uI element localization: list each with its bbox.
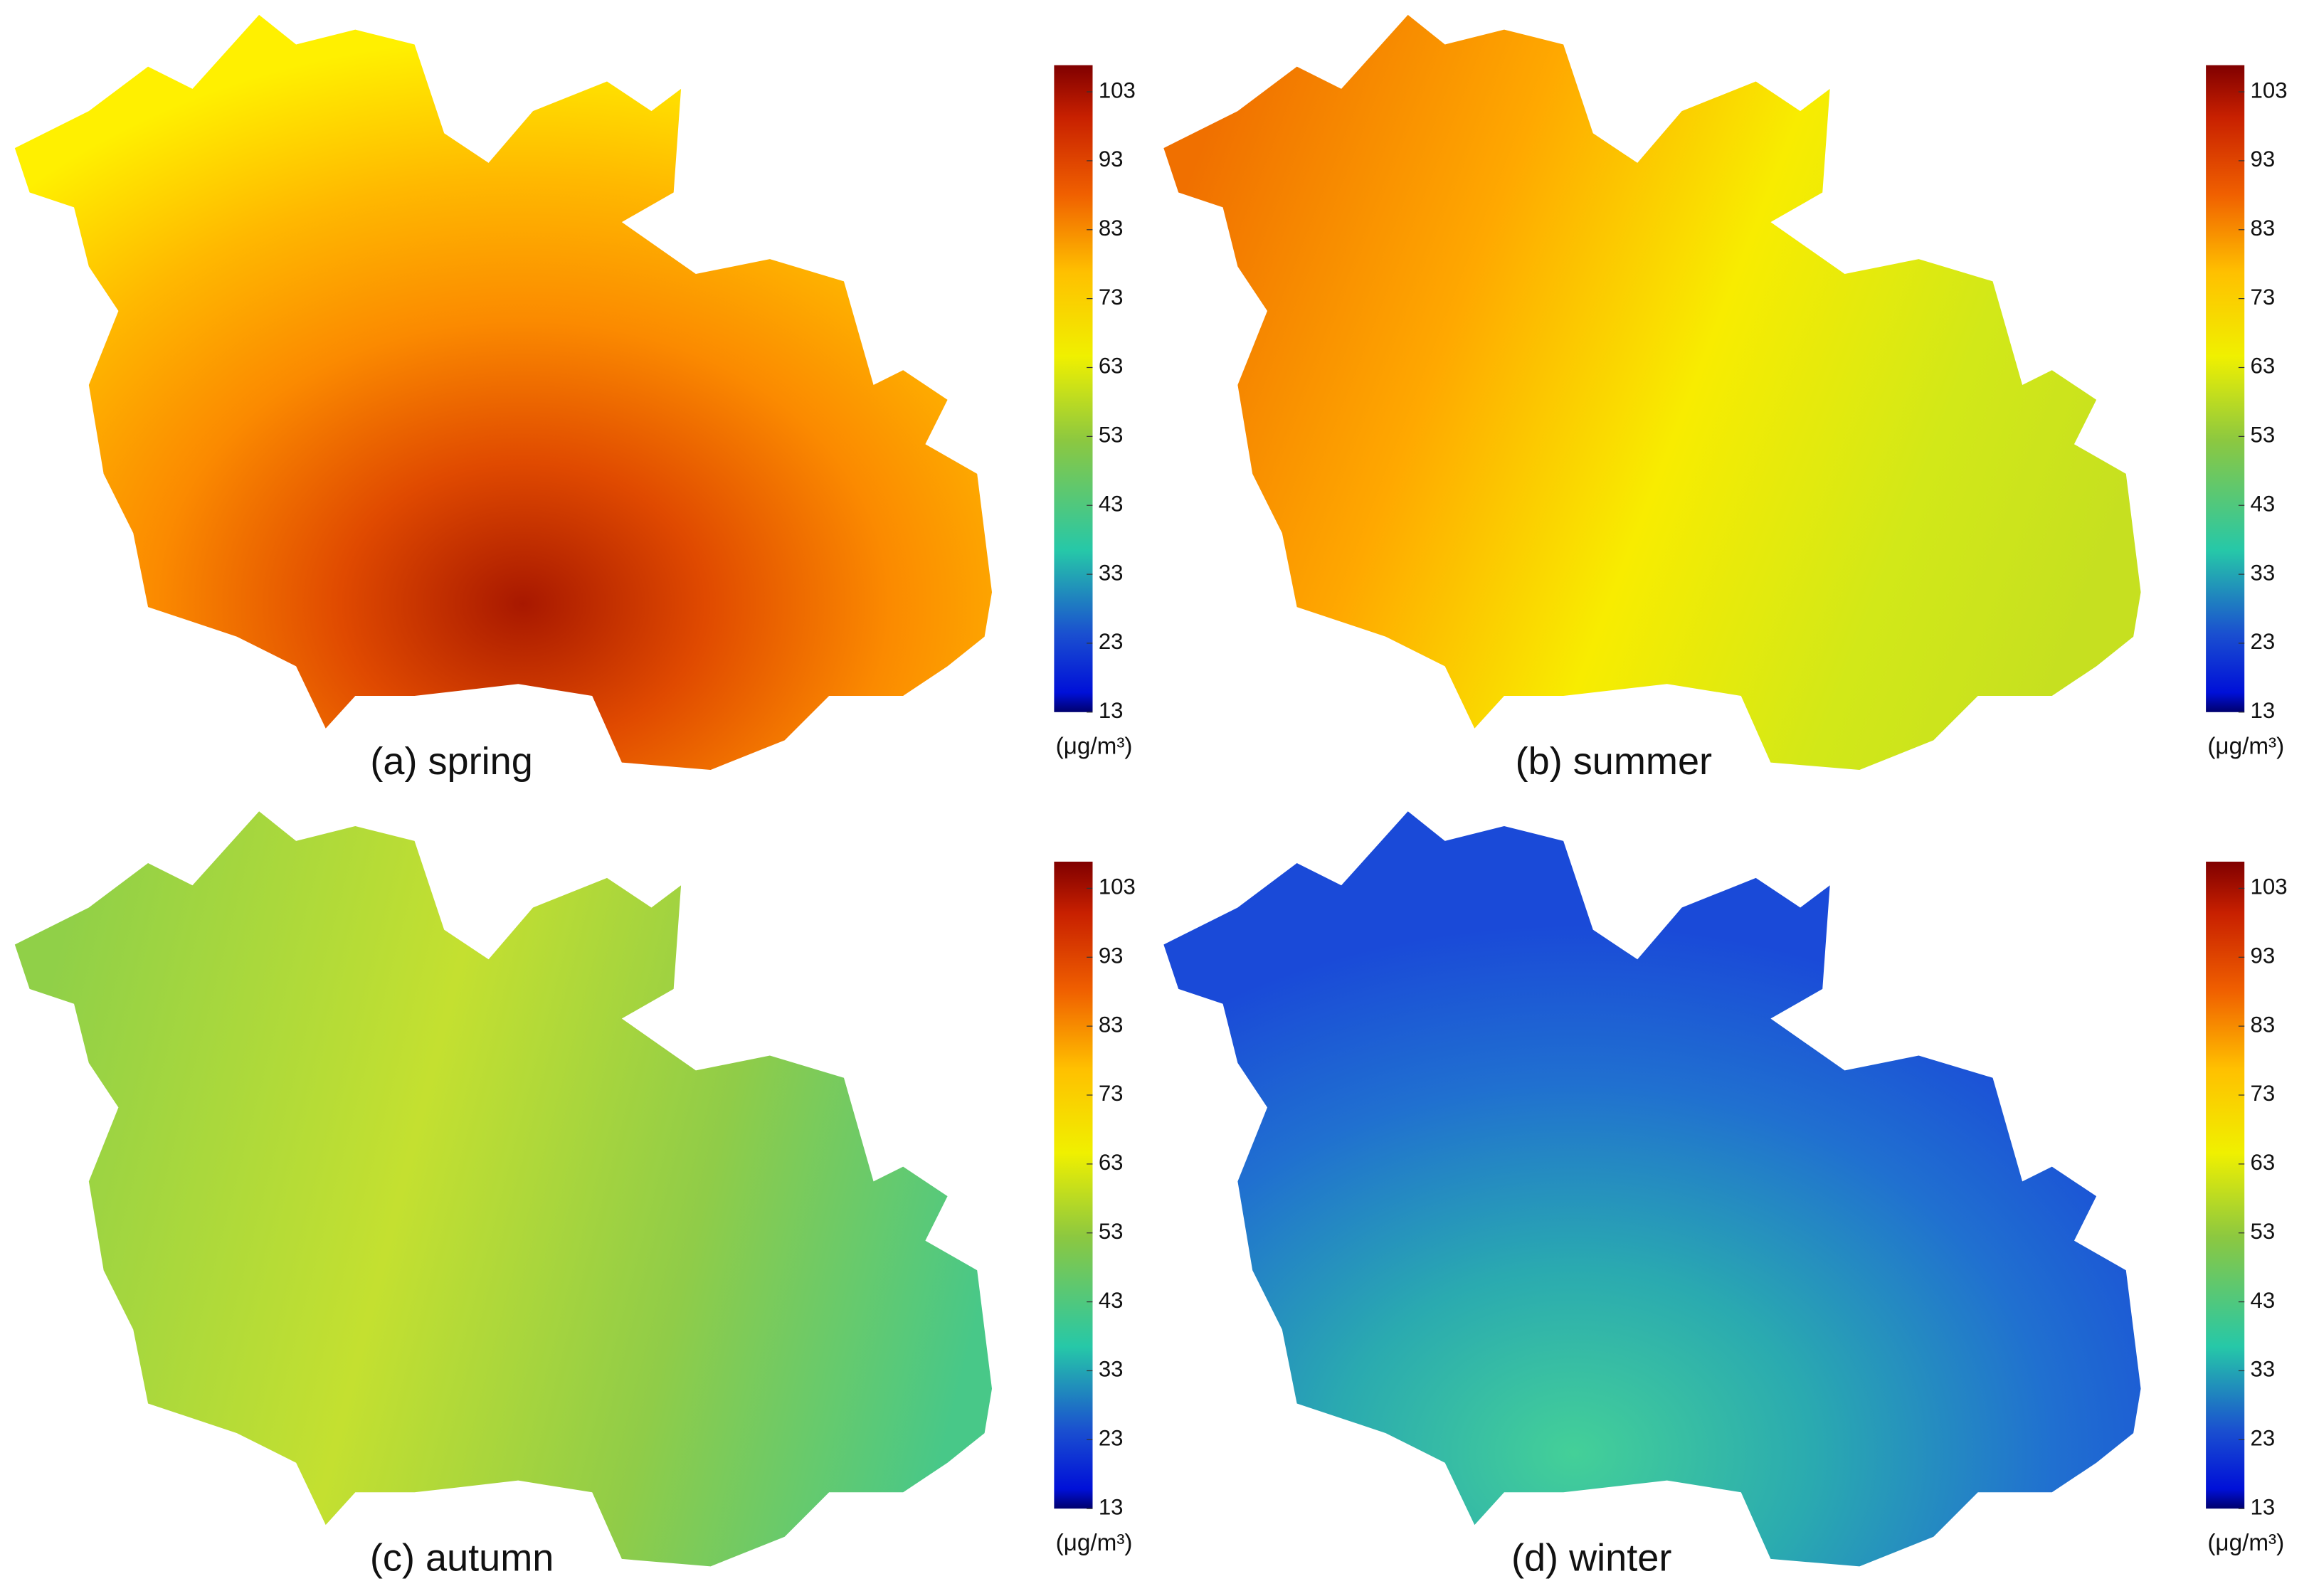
colorbar-tick-label: 73	[2251, 1081, 2276, 1106]
panel-caption: (b) summer	[1516, 740, 1712, 783]
colorbar	[2206, 65, 2245, 712]
colorbar-tick-label: 53	[2251, 423, 2276, 448]
colorbar-tick-label: 63	[1099, 1150, 1124, 1175]
map-region	[1163, 14, 2141, 770]
colorbar-tick-label: 33	[1099, 1357, 1124, 1382]
colorbar-tick-label: 103	[2251, 874, 2288, 899]
colorbar-tick-label: 63	[2251, 1150, 2276, 1175]
colorbar-tick-label: 43	[1099, 1288, 1124, 1313]
colorbar-tick-label: 103	[1099, 78, 1136, 102]
panel: (b) summer 13 23 33 43 53 63 73 83 93 103 (μg/m³)	[1163, 14, 2288, 783]
colorbar-tick-label: 13	[1099, 1494, 1124, 1519]
colorbar-tick-label: 83	[2251, 216, 2276, 241]
colorbar-unit: (μg/m³)	[1056, 1530, 1133, 1556]
colorbar-tick-label: 103	[1099, 874, 1136, 899]
map-region	[14, 14, 993, 770]
colorbar-tick-label: 13	[2251, 698, 2276, 723]
colorbar-tick-label: 33	[1099, 560, 1124, 585]
panel: (c) autumn 13 23 33 43 53 63 73 83 93 103 (μg/m³)	[14, 811, 1136, 1579]
colorbar-tick-label: 93	[2251, 147, 2276, 171]
colorbar-tick-label: 43	[1099, 491, 1124, 516]
colorbar-tick-label: 103	[2251, 78, 2288, 102]
colorbar-tick-label: 63	[1099, 354, 1124, 379]
colorbar-tick-label: 83	[1099, 1012, 1124, 1037]
map-region	[1163, 811, 2141, 1567]
panel: (a) spring 13 23 33 43 53 63 73 83 93 103 (μg/m³)	[14, 14, 1136, 783]
map-region	[14, 811, 993, 1567]
colorbar-tick-label: 53	[2251, 1219, 2276, 1244]
colorbar-tick-label: 53	[1099, 423, 1124, 448]
colorbar	[1054, 861, 1093, 1509]
colorbar-tick-label: 73	[1099, 285, 1124, 310]
colorbar-tick-label: 23	[2251, 629, 2276, 654]
colorbar-tick-label: 83	[1099, 216, 1124, 241]
colorbar-tick-label: 83	[2251, 1012, 2276, 1037]
colorbar-unit: (μg/m³)	[1056, 734, 1133, 760]
colorbar-tick-label: 13	[2251, 1494, 2276, 1519]
colorbar-unit: (μg/m³)	[2207, 734, 2284, 760]
colorbar-tick-label: 33	[2251, 1357, 2276, 1382]
colorbar-tick-label: 93	[1099, 944, 1124, 968]
colorbar	[1054, 65, 1093, 712]
colorbar-tick-label: 73	[1099, 1081, 1124, 1106]
panel: (d) winter 13 23 33 43 53 63 73 83 93 103 (μg/m³)	[1163, 811, 2288, 1579]
colorbar-unit: (μg/m³)	[2207, 1530, 2284, 1556]
colorbar-tick-label: 93	[1099, 147, 1124, 171]
colorbar-tick-label: 63	[2251, 354, 2276, 379]
colorbar-tick-label: 33	[2251, 560, 2276, 585]
panel-caption: (c) autumn	[370, 1536, 554, 1579]
colorbar-tick-label: 43	[2251, 491, 2276, 516]
panel-caption: (a) spring	[370, 740, 532, 783]
colorbar-tick-label: 53	[1099, 1219, 1124, 1244]
colorbar-tick-label: 23	[2251, 1426, 2276, 1451]
colorbar-tick-label: 43	[2251, 1288, 2276, 1313]
panel-caption: (d) winter	[1511, 1536, 1671, 1579]
colorbar-tick-label: 13	[1099, 698, 1124, 723]
colorbar-tick-label: 93	[2251, 944, 2276, 968]
colorbar	[2206, 861, 2245, 1509]
colorbar-tick-label: 73	[2251, 285, 2276, 310]
colorbar-tick-label: 23	[1099, 629, 1124, 654]
colorbar-tick-label: 23	[1099, 1426, 1124, 1451]
